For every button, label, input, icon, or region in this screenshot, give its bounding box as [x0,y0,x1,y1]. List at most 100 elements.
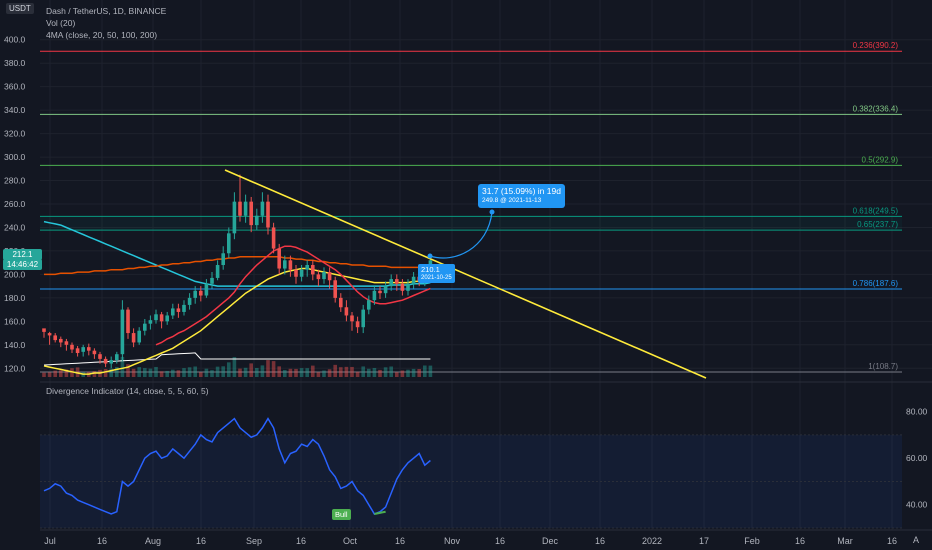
time-tick: 16 [595,536,605,546]
volume-bar [109,368,113,377]
fibonacci-levels[interactable]: 0.236(390.2) 0.382(336.4) 0.5(292.9) 0.618(… [40,41,902,373]
candle-body [227,233,231,254]
start-label[interactable]: 210.1 2021-10-25 [418,264,455,283]
volume-bar [210,370,214,377]
projection-target-dot[interactable] [489,209,495,215]
osc-line [43,417,431,515]
candle-body [322,272,326,280]
bar-countdown: 14:46:42 [3,259,42,270]
symbol-title: Dash / TetherUS, 1D, BINANCE [46,6,167,16]
volume-bar [232,357,237,377]
time-tick: 17 [699,536,709,546]
time-tick: 16 [395,536,405,546]
volume-bar [193,366,197,377]
candle-body [182,304,186,312]
candle-body [171,308,175,316]
volume-bars [42,352,433,377]
fib-label: 0.236(390.2) [853,41,899,50]
time-tick: Sep [246,536,262,546]
candle-body [75,348,80,354]
time-tick: Dec [542,536,559,546]
volume-bar [277,366,281,377]
candle-body [316,274,321,280]
time-tick: Jul [44,536,56,546]
A-icon[interactable]: A [913,535,920,545]
price-axis-bg [0,0,40,382]
candle-body [215,265,220,278]
candle-body [154,314,158,321]
volume-bar [47,372,52,377]
fib-label: 0.65(237.7) [857,220,898,229]
candle-body [266,201,270,228]
divergence-legend[interactable]: Divergence Indicator (14, close, 5, 5, 6… [46,386,209,396]
volume-bar [182,368,186,377]
fib-label: 0.5(292.9) [862,155,899,164]
time-tick: 16 [887,536,897,546]
fib-label: 0.618(249.5) [853,206,899,215]
volume-bar [137,367,141,377]
volume-bar [333,364,337,377]
candle-body [176,308,181,312]
candlesticks [42,174,433,369]
candle-body [255,215,259,226]
candle-body [87,347,91,351]
volume-bar [367,368,371,377]
candle-body [243,201,248,216]
ma-legend[interactable]: 4MA (close, 20, 50, 100, 200) [46,30,158,40]
start-date: 2021-10-25 [421,275,452,281]
candle-body [406,283,410,291]
volume-bar [238,368,242,377]
candle-body [367,300,371,310]
candle-body [277,248,281,269]
candle-body [143,323,147,331]
volume-bar [131,368,136,377]
candle-body [59,338,63,343]
volume-bar [255,368,259,377]
candle-body [305,265,309,270]
projection-curve[interactable] [429,211,493,259]
volume-bar [400,370,405,377]
candle-body [199,290,203,296]
oscillator-axis[interactable]: 80.00 60.00 40.00 [906,407,928,510]
time-tick: 2022 [642,536,662,546]
price-axis[interactable]: 400.0 380.0 360.0 340.0 320.0 300.0 280.0 260.0… [4,35,26,374]
volume-bar [70,368,74,377]
projection-label[interactable]: 31.7 (15.09%) in 19d 249.8 @ 2021-11-13 [478,184,565,208]
currency-badge[interactable]: USDT [6,3,34,14]
candle-body [187,297,192,305]
volume-bar [350,366,354,377]
price-tick: 400.0 [4,35,26,45]
volume-bar [53,370,57,377]
volume-bar [199,372,203,377]
candle-body [350,315,354,322]
time-tick: Feb [744,536,760,546]
volume-ma [43,352,431,366]
candle-body [103,358,108,364]
volume-bar [305,368,309,377]
price-tick: 180.0 [4,293,26,303]
trendline[interactable] [224,169,707,379]
volume-bar [42,372,46,377]
volume-bar [115,366,119,377]
candle-body [131,333,136,343]
start-value: 210.1 [421,265,440,274]
time-tick: Aug [145,536,161,546]
current-price-tag: 212.1 [3,249,42,260]
osc-tick: 60.00 [906,453,928,463]
time-tick: 16 [296,536,306,546]
volume-legend[interactable]: Vol (20) [46,18,76,28]
candle-body [260,201,265,216]
candle-body [361,309,365,328]
volume-bar [361,366,365,377]
time-axis[interactable]: Jul 16 Aug 16 Sep 16 Oct 16 Nov 16 Dec 16 2022 17 Feb 1… [44,536,897,546]
price-tick: 360.0 [4,82,26,92]
time-tick: 16 [795,536,805,546]
volume-bar [288,368,293,377]
ma200-line [43,220,431,287]
volume-bar [154,366,158,377]
bull-divergence-mark [374,510,386,516]
candle-body [64,341,69,345]
projection-start-dot[interactable] [427,253,433,259]
candle-body [47,333,52,336]
